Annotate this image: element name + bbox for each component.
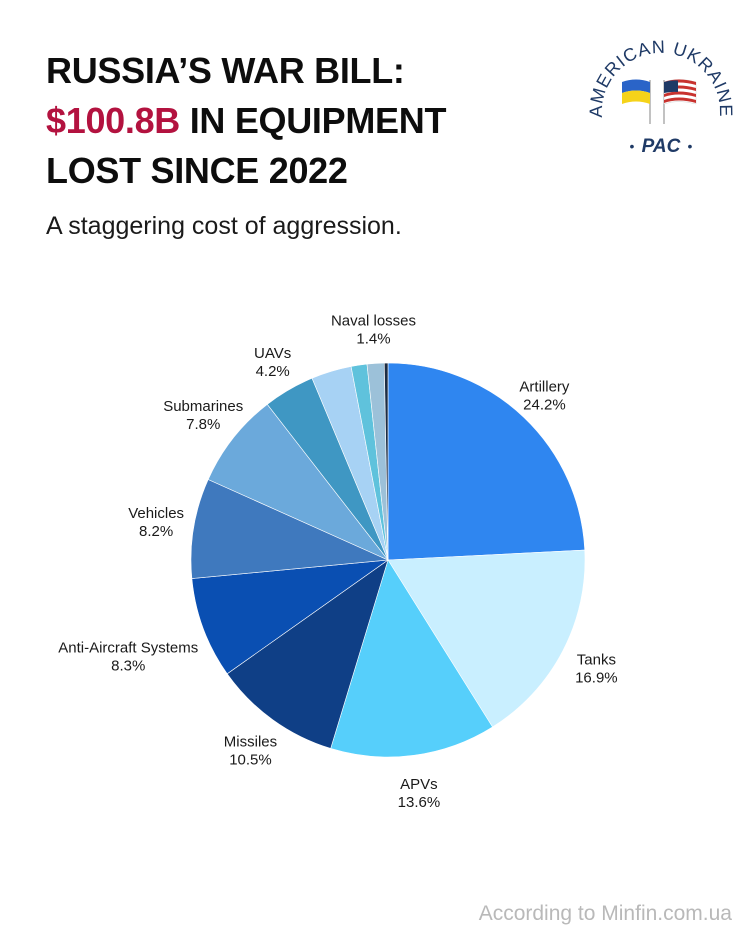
logo-arc-text: AMERICAN UKRAINE [588, 37, 734, 118]
pie-slice-tanks [387, 549, 586, 728]
pie-value-missiles: 10.5% [229, 752, 272, 769]
american-ukraine-pac-logo: AMERICAN UKRAINE • PAC • [586, 26, 735, 172]
pie-label-artillery: Artillery [519, 379, 570, 396]
source-note: According to Minfin.com.ua [478, 902, 732, 925]
pie-slice-apvs [330, 559, 493, 758]
logo-star-left: • [630, 138, 635, 154]
ukraine-flag-icon [622, 79, 651, 124]
pie-label-apvs: APVs [400, 776, 438, 793]
pie-slice-anti-aircraft-systems [191, 559, 390, 675]
pie-chart: Artillery 24.2% Tanks 16.9% APVs 13.6% Missile… [0, 300, 750, 840]
pie-label-submarines: Submarines [163, 398, 243, 415]
title-line-2: $100.8B IN EQUIPMENT [46, 96, 566, 146]
title-line-3: LOST SINCE 2022 [46, 150, 348, 191]
subtitle: A staggering cost of aggression. [46, 212, 402, 240]
pie-value-apvs: 13.6% [398, 794, 441, 811]
us-flag-icon [663, 79, 697, 124]
pie-slice-missiles [226, 559, 389, 749]
pie-value-anti-aircraft-systems: 8.3% [111, 657, 145, 674]
pie-slices [190, 362, 586, 758]
logo-svg: AMERICAN UKRAINE • PAC • [586, 37, 735, 157]
pie-value-uavs: 4.2% [256, 363, 290, 380]
logo-star-right: • [688, 138, 693, 154]
pie-value-submarines: 7.8% [186, 416, 220, 433]
pie-value-vehicles: 8.2% [139, 523, 173, 540]
pie-slice-vehicles [190, 479, 390, 579]
pie-label-tanks: Tanks [577, 652, 616, 669]
pie-value-artillery: 24.2% [523, 397, 566, 414]
title-amount: $100.8B [46, 100, 181, 141]
pie-label-missiles: Missiles [224, 734, 277, 751]
pie-label-naval-losses: Naval losses [331, 312, 416, 329]
pie-slice-submarines [207, 403, 389, 561]
title-line-1: RUSSIA’S WAR BILL: [46, 50, 405, 91]
headline: RUSSIA’S WAR BILL: $100.8B IN EQUIPMENT … [46, 46, 566, 196]
pie-value-naval-losses: 1.4% [356, 330, 390, 347]
title-line-2-rest: IN EQUIPMENT [180, 100, 447, 141]
pie-label-uavs: UAVs [254, 345, 291, 362]
logo-pac-text: PAC [642, 136, 681, 157]
pie-label-anti-aircraft-systems: Anti-Aircraft Systems [58, 639, 198, 656]
pie-slice-unlabeled-11 [383, 362, 389, 561]
pie-slice-artillery [387, 362, 586, 561]
pie-label-vehicles: Vehicles [128, 505, 184, 522]
pie-value-tanks: 16.9% [575, 670, 618, 687]
